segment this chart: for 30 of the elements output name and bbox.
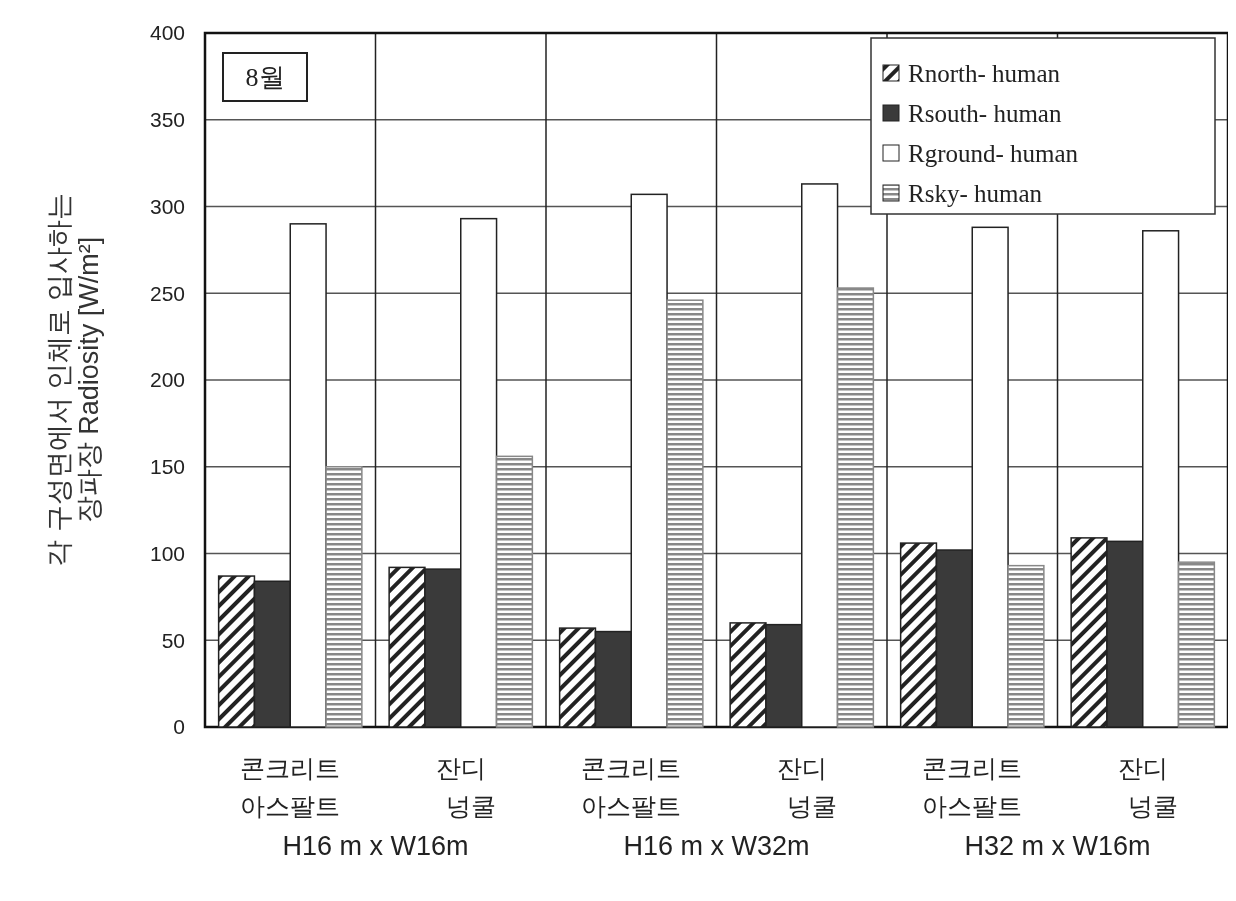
y-tick-label: 150 [149, 455, 185, 479]
bar [666, 299, 704, 728]
text: H16 m x W16m [282, 831, 469, 861]
x-tick-label: 잔디 넝쿨 [435, 754, 496, 820]
legend-label: Rsky- human [908, 179, 1043, 207]
y-tick-label: 250 [149, 281, 185, 305]
y-axis-title: 각 구성면에서 인체로 입사하는 장파장 Radiosity [W/m²] [44, 193, 104, 567]
x-tick-label: 잔디 넝쿨 [1117, 754, 1178, 820]
bar [495, 455, 534, 728]
legend-label: Rground- human [908, 139, 1079, 167]
annotation: 8월 [245, 63, 285, 93]
y-tick-label: 0 [173, 715, 185, 739]
bar [325, 466, 363, 728]
bar [1007, 564, 1045, 728]
y-tick-label: 300 [149, 194, 185, 218]
legend-label: Rsouth- human [908, 99, 1062, 127]
text: H16 m x W32m [623, 831, 810, 861]
x-tick-label: 콘크리트 아스팔트 [922, 754, 1023, 820]
y-tick-label: 100 [149, 541, 185, 565]
x-tick-label: 잔디 넝쿨 [776, 754, 837, 820]
y-tick-label: 50 [161, 628, 185, 652]
bar [836, 287, 875, 728]
y-tick-label: 400 [149, 21, 185, 45]
y-tick-label: 350 [149, 108, 185, 132]
y-tick-label: 200 [149, 368, 185, 392]
bar [1177, 561, 1216, 728]
text: H32 m x W16m [964, 831, 1151, 861]
legend-label: Rnorth- human [908, 59, 1061, 87]
x-tick-label: 콘크리트 아스팔트 [240, 754, 341, 820]
x-tick-label: 콘크리트 아스팔트 [581, 754, 682, 820]
